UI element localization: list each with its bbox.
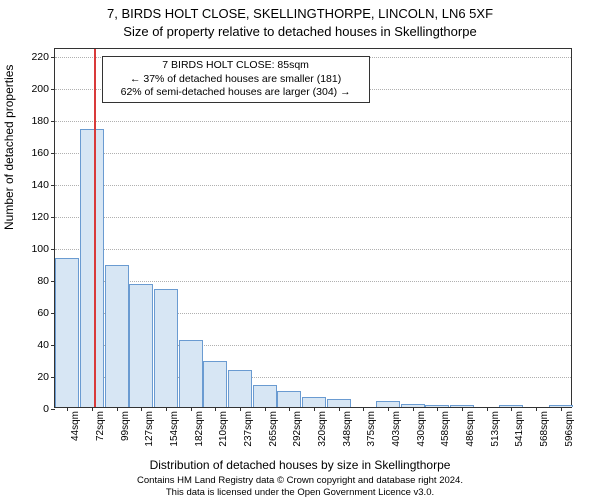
gridline: [55, 281, 571, 282]
x-tick-label: 99sqm: [120, 411, 131, 441]
x-tick-mark: [314, 407, 315, 411]
y-tick-label: 20: [37, 371, 49, 383]
histogram-bar: [253, 385, 277, 407]
x-tick-mark: [437, 407, 438, 411]
x-tick-mark: [265, 407, 266, 411]
histogram-bar: [55, 258, 79, 407]
y-tick-mark: [51, 217, 55, 218]
y-tick-mark: [51, 121, 55, 122]
histogram-bar: [129, 284, 153, 407]
y-tick-label: 80: [37, 275, 49, 287]
x-tick-mark: [166, 407, 167, 411]
x-tick-label: 210sqm: [218, 411, 229, 447]
x-tick-mark: [141, 407, 142, 411]
footer-line2: This data is licensed under the Open Gov…: [0, 487, 600, 498]
y-tick-label: 220: [31, 51, 49, 63]
histogram-bar: [203, 361, 227, 407]
y-tick-label: 180: [31, 115, 49, 127]
x-tick-mark: [289, 407, 290, 411]
y-tick-mark: [51, 57, 55, 58]
y-tick-label: 160: [31, 147, 49, 159]
x-tick-mark: [67, 407, 68, 411]
x-tick-label: 430sqm: [416, 411, 427, 447]
footer-attribution: Contains HM Land Registry data © Crown c…: [0, 475, 600, 498]
y-tick-mark: [51, 153, 55, 154]
histogram-bar: [228, 370, 252, 407]
annotation-line2: ← 37% of detached houses are smaller (18…: [109, 73, 363, 87]
x-tick-label: 72sqm: [95, 411, 106, 441]
annotation-line1: 7 BIRDS HOLT CLOSE: 85sqm: [109, 59, 363, 73]
x-tick-label: 154sqm: [169, 411, 180, 447]
x-tick-mark: [92, 407, 93, 411]
footer-line1: Contains HM Land Registry data © Crown c…: [0, 475, 600, 486]
x-tick-mark: [117, 407, 118, 411]
annotation-line3: 62% of semi-detached houses are larger (…: [109, 86, 363, 100]
x-tick-label: 237sqm: [243, 411, 254, 447]
x-tick-label: 513sqm: [490, 411, 501, 447]
x-tick-mark: [363, 407, 364, 411]
property-marker-line: [94, 49, 96, 407]
gridline: [55, 121, 571, 122]
y-tick-label: 60: [37, 307, 49, 319]
x-tick-label: 292sqm: [292, 411, 303, 447]
y-tick-label: 200: [31, 83, 49, 95]
chart-title-line2: Size of property relative to detached ho…: [0, 24, 600, 39]
x-tick-mark: [487, 407, 488, 411]
x-tick-mark: [561, 407, 562, 411]
y-tick-mark: [51, 89, 55, 90]
annotation-box: 7 BIRDS HOLT CLOSE: 85sqm← 37% of detach…: [102, 56, 370, 103]
x-tick-mark: [339, 407, 340, 411]
x-tick-label: 348sqm: [342, 411, 353, 447]
x-tick-label: 403sqm: [391, 411, 402, 447]
y-tick-mark: [51, 409, 55, 410]
x-tick-label: 541sqm: [514, 411, 525, 447]
histogram-bar: [327, 399, 351, 407]
histogram-bar: [302, 397, 326, 407]
histogram-bar: [277, 391, 301, 407]
x-tick-label: 127sqm: [144, 411, 155, 447]
gridline: [55, 249, 571, 250]
gridline: [55, 217, 571, 218]
x-tick-label: 568sqm: [539, 411, 550, 447]
x-tick-label: 182sqm: [194, 411, 205, 447]
y-tick-label: 120: [31, 211, 49, 223]
x-tick-label: 596sqm: [564, 411, 575, 447]
histogram-bar: [154, 289, 178, 407]
y-tick-label: 40: [37, 339, 49, 351]
histogram-bar: [80, 129, 104, 407]
y-tick-mark: [51, 185, 55, 186]
gridline: [55, 153, 571, 154]
x-tick-mark: [215, 407, 216, 411]
x-tick-label: 375sqm: [366, 411, 377, 447]
plot-area: 02040608010012014016018020022044sqm72sqm…: [54, 48, 572, 408]
x-tick-label: 320sqm: [317, 411, 328, 447]
x-tick-mark: [511, 407, 512, 411]
x-tick-mark: [240, 407, 241, 411]
y-axis-label: Number of detached properties: [2, 65, 16, 230]
x-tick-mark: [536, 407, 537, 411]
y-tick-mark: [51, 249, 55, 250]
x-tick-label: 486sqm: [465, 411, 476, 447]
chart-container: 7, BIRDS HOLT CLOSE, SKELLINGTHORPE, LIN…: [0, 0, 600, 500]
x-tick-mark: [388, 407, 389, 411]
chart-title-line1: 7, BIRDS HOLT CLOSE, SKELLINGTHORPE, LIN…: [0, 6, 600, 21]
y-tick-label: 100: [31, 243, 49, 255]
gridline: [55, 185, 571, 186]
x-tick-mark: [413, 407, 414, 411]
y-tick-label: 0: [43, 403, 49, 415]
x-tick-mark: [191, 407, 192, 411]
histogram-bar: [105, 265, 129, 407]
y-tick-label: 140: [31, 179, 49, 191]
x-tick-label: 44sqm: [70, 411, 81, 441]
x-tick-mark: [462, 407, 463, 411]
histogram-bar: [179, 340, 203, 407]
x-tick-label: 458sqm: [440, 411, 451, 447]
x-axis-label: Distribution of detached houses by size …: [0, 458, 600, 472]
x-tick-label: 265sqm: [268, 411, 279, 447]
